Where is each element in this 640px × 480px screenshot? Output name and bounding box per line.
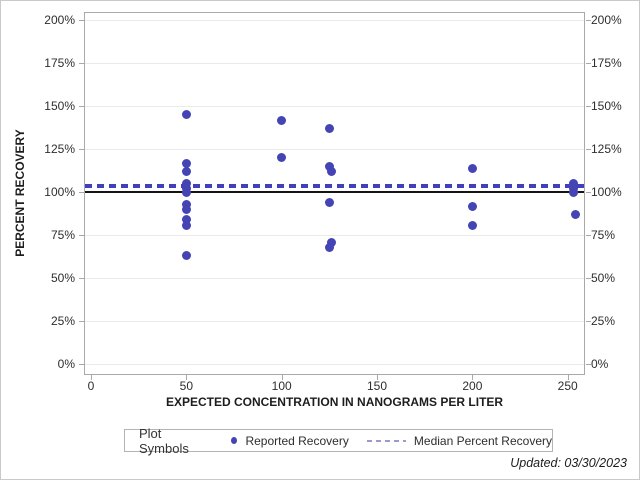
x-axis-title: EXPECTED CONCENTRATION IN NANOGRAMS PER … [165,395,504,409]
y-gridline [85,277,584,279]
data-point [181,220,191,230]
data-point [326,237,336,247]
y-gridline [85,105,584,107]
y-axis-tick-left [79,320,84,322]
x-axis-tick [567,375,569,380]
y-gridline [85,148,584,150]
data-point [467,163,477,173]
y-axis-tick-left [79,234,84,236]
data-point [181,179,191,189]
data-point [181,167,191,177]
y-gridline [85,19,584,21]
data-point [568,179,578,189]
y-axis-tick-label-left: 100% [44,184,75,199]
data-point [326,167,336,177]
median-line-sample-icon [366,439,406,442]
x-axis-tick-label: 0 [87,379,95,393]
data-point [181,251,191,261]
legend-title: Plot Symbols [139,425,189,456]
y-axis-tick-label-left: 125% [44,141,75,156]
data-point [324,162,334,172]
y-axis-tick-label-right: 50% [591,270,616,285]
data-point [467,201,477,211]
y-axis-tick-left [79,19,84,21]
data-point [324,124,334,134]
data-point [570,210,580,220]
y-axis-title: PERCENT RECOVERY [13,129,27,257]
y-axis-tick-left [79,363,84,365]
legend-box: Plot Symbols Reported Recovery Median Pe… [124,426,553,456]
y-axis-tick-label-left: 0% [57,356,75,371]
x-axis-tick-label: 150 [367,379,388,393]
updated-date-note: Updated: 03/30/2023 [510,456,627,470]
x-axis-tick [472,375,474,380]
data-point [181,187,191,197]
data-point [467,220,477,230]
y-gridline [85,363,584,365]
legend-item-reported-recovery: Reported Recovery [245,433,349,448]
y-gridline [85,320,584,322]
reported-recovery-marker-icon [231,437,238,444]
y-axis-tick-label-right: 100% [591,184,622,199]
y-axis-tick-left [79,105,84,107]
y-axis-tick-right [586,105,591,107]
y-axis-tick-label-left: 50% [50,270,75,285]
y-axis-tick-left [79,277,84,279]
data-point [181,158,191,168]
data-point [181,215,191,225]
y-axis-tick-label-right: 200% [591,12,622,27]
data-point [277,115,287,125]
y-axis-tick-label-left: 150% [44,98,75,113]
y-axis-tick-left [79,148,84,150]
y-axis-tick-right [586,234,591,236]
y-gridline [85,234,584,236]
data-point [277,153,287,163]
y-axis-tick-label-left: 25% [50,313,75,328]
reference-line-100 [85,191,584,194]
y-axis-tick-left [79,62,84,64]
y-axis-tick-right [586,363,591,365]
y-axis-tick-left [79,191,84,193]
y-axis-tick-right [586,19,591,21]
y-axis-tick-label-right: 75% [591,227,616,242]
y-axis-tick-label-right: 125% [591,141,622,156]
y-axis-tick-label-right: 150% [591,98,622,113]
median-recovery-line [85,183,584,188]
y-axis-tick-label-left: 75% [50,227,75,242]
y-axis-tick-label-left: 175% [44,55,75,70]
x-axis-tick-label: 50 [179,379,193,393]
x-axis-tick [91,375,92,380]
data-point [324,198,334,208]
x-axis-tick [377,375,379,380]
y-axis-tick-label-right: 25% [591,313,616,328]
data-point [181,110,191,120]
y-axis-tick-label-right: 175% [591,55,622,70]
x-axis-tick [186,375,188,380]
y-gridline [85,62,584,64]
x-axis-tick-label: 100 [271,379,292,393]
y-axis-tick-label-right: 0% [591,356,609,371]
x-axis-tick [281,375,283,380]
x-axis-tick-label: 200 [462,379,483,393]
data-point [181,205,191,215]
data-point [181,199,191,209]
y-axis-tick-right [586,277,591,279]
y-axis-tick-right [586,62,591,64]
y-axis-tick-right [586,148,591,150]
x-axis-tick-label: 250 [557,379,578,393]
legend-item-median-percent-recovery: Median Percent Recovery [413,433,552,448]
plot-area [84,12,585,375]
y-axis-tick-right [586,191,591,193]
data-point [324,242,334,252]
data-point [568,187,578,197]
y-axis-tick-label-left: 200% [44,12,75,27]
y-axis-tick-right [586,320,591,322]
